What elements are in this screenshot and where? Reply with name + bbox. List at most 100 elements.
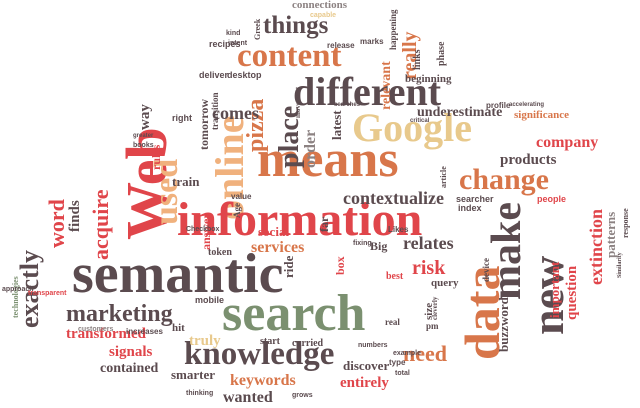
word-query: query: [431, 277, 459, 289]
word-recipes: recipes: [209, 39, 241, 49]
word-contained: contained: [100, 361, 159, 376]
word-ride: ride: [281, 255, 296, 278]
word-google: Google: [352, 105, 472, 150]
word-increases: increases: [126, 327, 163, 336]
word-index: index: [458, 203, 482, 213]
word-deliver: deliver: [199, 70, 229, 80]
word-hit: hit: [172, 322, 185, 334]
word-release: release: [327, 41, 355, 50]
word-response: response: [621, 208, 630, 238]
word-accelerating: accelerating: [509, 102, 545, 108]
word-desktop: desktop: [227, 70, 262, 80]
word-age: Age: [232, 203, 242, 218]
word-start: start: [260, 336, 280, 347]
word-phase: phase: [436, 41, 447, 66]
word-token: token: [208, 247, 232, 258]
word-way: way: [137, 104, 153, 130]
word-comes: comes: [212, 103, 259, 123]
word-example: example: [393, 350, 422, 357]
word-question: question: [564, 265, 580, 320]
word-similarity: Similarity: [617, 252, 623, 278]
word-buzzword: buzzword: [496, 297, 511, 352]
word-real: real: [385, 317, 400, 327]
word-technologies: technologies: [11, 276, 20, 318]
word-fixing: fixing: [353, 240, 372, 247]
word-marks: marks: [360, 37, 384, 46]
word-semantic: semantic: [72, 243, 284, 305]
word-order: order: [302, 129, 319, 168]
word-right: right: [172, 113, 192, 123]
word-relates: relates: [403, 233, 454, 253]
word-means: means: [257, 131, 399, 188]
word-movement: movement: [294, 86, 302, 118]
word-patterns: patterns: [603, 211, 618, 258]
word-finds: finds: [67, 200, 83, 232]
word-cleverly: cleverly: [431, 296, 439, 320]
word-mobile: mobile: [195, 295, 225, 305]
word-information: information: [177, 193, 423, 246]
word-tomorrow: tomorrow: [197, 98, 211, 150]
word-numbers: numbers: [358, 342, 388, 349]
word-services: services: [251, 239, 305, 256]
word-kind: kind: [226, 30, 241, 37]
word-happening: happening: [388, 9, 398, 50]
word-carried: carried: [292, 338, 324, 349]
word-connections: connections: [292, 0, 347, 11]
word-signals: signals: [109, 344, 153, 360]
word-pm: pm: [426, 321, 439, 331]
word-social: social: [258, 224, 290, 239]
word-critical: critical: [410, 118, 430, 124]
word-searcher: searcher: [456, 194, 494, 204]
word-transparent: transparent: [28, 290, 67, 297]
word-device: device: [481, 258, 491, 282]
word-beginning: beginning: [405, 73, 452, 85]
word-important: important: [547, 261, 562, 318]
word-relevant: relevant: [379, 61, 394, 110]
word-search: search: [222, 285, 366, 342]
word-transformed: transformed: [66, 326, 146, 342]
word-checkbox: Checkbox: [186, 226, 220, 233]
word-knowledge: knowledge: [184, 336, 335, 372]
word-significance: significance: [514, 109, 569, 121]
word-acquire: acquire: [88, 189, 113, 260]
word-far: far: [317, 216, 331, 232]
word-total: total: [395, 370, 410, 377]
word-value: value: [231, 192, 252, 201]
word-keywords: keywords: [230, 372, 296, 389]
word-books: books: [133, 142, 154, 149]
word-approach: approach: [2, 286, 34, 293]
word-smarter: smarter: [171, 367, 216, 382]
word-intent: intent: [228, 40, 248, 47]
word-box: box: [333, 256, 347, 275]
word-entirely: entirely: [340, 375, 389, 391]
word-risk: risk: [412, 257, 446, 279]
word-different: different: [293, 69, 442, 114]
word-things: things: [263, 12, 329, 39]
word-best: best: [386, 271, 404, 282]
word-type: type: [389, 358, 406, 367]
word-thinking: thinking: [186, 390, 214, 397]
word-marketing: marketing: [66, 301, 173, 327]
word-article: article: [439, 166, 448, 188]
word-profile: profile: [486, 101, 511, 110]
word-underestimate: underestimate: [417, 105, 503, 120]
word-products: products: [500, 152, 557, 168]
word-word: word: [44, 199, 69, 248]
word-greek: Greek: [253, 18, 262, 40]
word-contextualize: contextualize: [343, 188, 444, 208]
word-people: people: [537, 194, 567, 204]
word-need: need: [403, 341, 447, 366]
word-train: train: [172, 174, 200, 189]
word-content: content: [237, 38, 342, 74]
word-truly: truly: [189, 333, 221, 349]
word-company: company: [536, 134, 599, 151]
word-links: links: [412, 49, 423, 70]
word-capable: capable: [310, 12, 337, 19]
word-customers: customers: [78, 326, 114, 333]
word-latest: latest: [329, 110, 344, 140]
word-wanted: wanted: [223, 389, 273, 406]
word-likes: Likes: [388, 225, 409, 234]
word-grows: grows: [292, 392, 313, 399]
word-transition: transition: [210, 92, 220, 130]
